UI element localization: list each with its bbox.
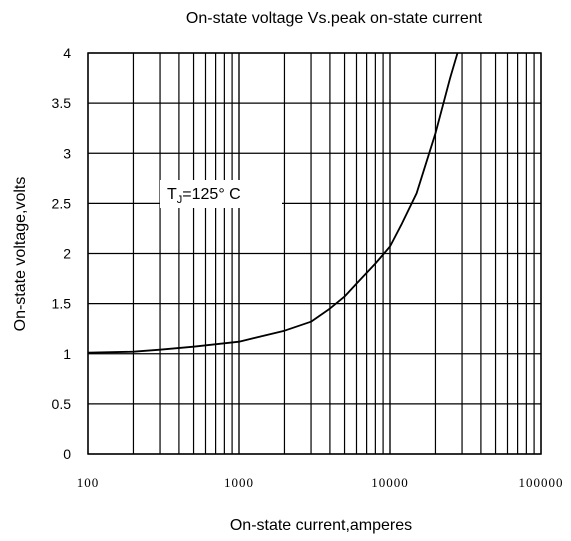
temperature-annotation: TJ=125° C xyxy=(160,180,282,208)
y-tick-label: 1.5 xyxy=(52,296,72,312)
x-axis-label: On-state current,amperes xyxy=(230,517,412,534)
chart-title: On-state voltage Vs.peak on-state curren… xyxy=(186,10,483,27)
y-tick-label: 4 xyxy=(63,45,71,61)
grid xyxy=(87,52,542,455)
annotation-background xyxy=(160,180,282,208)
y-tick-label: 0 xyxy=(63,446,71,462)
annotation-subscript: J xyxy=(177,194,183,206)
curve-layer xyxy=(87,52,459,354)
x-tick-label: 10000 xyxy=(371,475,409,490)
y-tick-label: 2.5 xyxy=(52,195,72,211)
y-tick-label: 2 xyxy=(63,246,71,262)
series-line xyxy=(87,52,459,354)
plot-frame xyxy=(87,52,542,455)
x-tick-label: 100000 xyxy=(519,475,564,490)
y-tick-label: 0.5 xyxy=(52,396,72,412)
x-tick-label: 100 xyxy=(77,475,100,490)
x-tick-label: 1000 xyxy=(224,475,254,490)
y-tick-label: 1 xyxy=(63,346,71,362)
x-axis-ticks: 100 1000 10000 100000 xyxy=(77,475,564,490)
annotation-symbol: T xyxy=(167,186,177,203)
y-axis-label: On-state voltage,volts xyxy=(12,177,29,332)
y-tick-label: 3.5 xyxy=(52,95,72,111)
svg-text:TJ=125° C: TJ=125° C xyxy=(167,186,241,206)
annotation-value: =125° C xyxy=(182,186,240,203)
y-axis-ticks: 0 0.5 1 1.5 2 2.5 3 3.5 4 xyxy=(52,45,72,462)
y-tick-label: 3 xyxy=(63,145,71,161)
